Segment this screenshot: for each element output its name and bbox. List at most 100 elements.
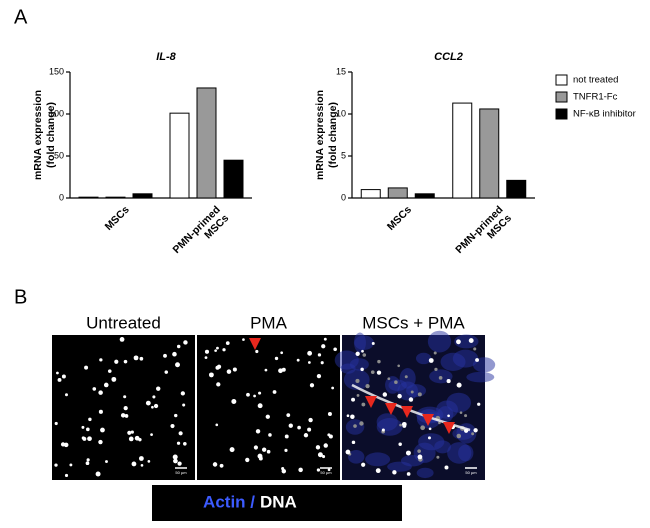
arrowhead	[365, 396, 377, 408]
micrograph: 50 µm	[52, 335, 195, 480]
y-tick-label: 50	[54, 150, 64, 160]
nucleus	[261, 447, 267, 452]
image-label: PMA	[250, 313, 288, 332]
bar	[132, 193, 153, 199]
bar	[506, 179, 527, 199]
nucleus	[147, 459, 151, 463]
nucleus	[323, 443, 328, 448]
nucleus	[105, 460, 108, 463]
nucleus	[308, 417, 313, 423]
legend-swatch	[555, 74, 568, 86]
nucleus	[398, 442, 402, 447]
legend-label: TNFR1-Fc	[573, 92, 618, 103]
nucleus	[103, 382, 109, 388]
nucleus	[307, 427, 312, 432]
cell	[388, 379, 407, 392]
nucleus	[468, 338, 474, 343]
nucleus	[215, 423, 219, 427]
nucleus	[303, 433, 309, 438]
nucleus	[204, 356, 208, 360]
legend-swatch	[555, 91, 568, 103]
nucleus	[216, 382, 221, 387]
nucleus	[434, 367, 438, 371]
nucleus	[438, 376, 443, 380]
image-bg	[52, 335, 195, 480]
nucleus	[182, 403, 186, 407]
nucleus	[296, 358, 300, 362]
nucleus	[258, 456, 263, 461]
nucleus	[172, 454, 178, 460]
nucleus	[212, 462, 218, 467]
nucleus	[475, 358, 479, 362]
nucleus	[444, 465, 449, 470]
nucleus	[317, 452, 323, 458]
bar	[78, 196, 99, 199]
nucleus	[278, 368, 283, 374]
nucleus	[173, 458, 178, 464]
micrograph: 50 µm	[334, 330, 496, 480]
y-axis-label: mRNA expression	[32, 90, 44, 180]
cell	[436, 400, 458, 419]
x-tick-label: MSCs	[102, 203, 131, 232]
nucleus	[361, 349, 364, 353]
nucleus	[99, 358, 103, 362]
cell	[365, 452, 391, 467]
arrowhead	[401, 406, 413, 418]
nucleus	[320, 361, 324, 365]
cell	[415, 352, 432, 365]
nucleus	[150, 433, 153, 436]
nucleus	[63, 442, 69, 448]
legend-label: NF-κB inhibitor	[573, 109, 636, 120]
nucleus	[284, 434, 289, 439]
x-tick-label: PMN-primedMSCs	[170, 203, 231, 264]
nucleus	[123, 406, 128, 411]
bar	[387, 187, 408, 199]
nucleus	[172, 351, 177, 357]
y-axis-label: (fold change)	[45, 102, 57, 168]
nucleus	[111, 376, 117, 382]
nucleus	[323, 337, 327, 341]
nucleus	[174, 413, 178, 418]
nucleus	[401, 421, 407, 427]
bar	[414, 193, 435, 199]
nucleus	[140, 464, 144, 467]
nucleus	[355, 351, 360, 356]
image-label: Untreated	[86, 313, 161, 332]
bar	[223, 159, 244, 199]
arrowhead	[385, 403, 397, 415]
nucleus	[288, 423, 293, 428]
nucleus	[309, 383, 315, 388]
nucleus	[123, 395, 127, 399]
nucleus	[153, 403, 159, 409]
nucleus	[245, 457, 250, 463]
nucleus	[151, 405, 154, 409]
nucleus	[183, 441, 187, 446]
bar	[169, 112, 190, 199]
nucleus	[253, 394, 256, 398]
nucleus	[86, 427, 90, 432]
nucleus	[370, 370, 375, 374]
nucleus	[405, 450, 411, 456]
chart-title: IL-8	[156, 51, 176, 63]
nucleus	[231, 399, 237, 405]
nucleus	[225, 341, 230, 345]
nucleus	[222, 348, 226, 352]
nucleus	[298, 467, 303, 473]
nucleus	[170, 423, 175, 429]
nucleus	[315, 445, 321, 450]
y-tick-label: 150	[49, 66, 64, 76]
y-tick-label: 10	[336, 108, 346, 118]
nucleus	[428, 427, 432, 431]
nucleus	[361, 462, 366, 467]
nucleus	[331, 386, 335, 390]
nucleus	[95, 471, 101, 477]
nucleus	[139, 356, 144, 361]
y-axis-label: mRNA expression	[314, 90, 326, 180]
legend-swatch	[555, 108, 568, 120]
nucleus	[131, 461, 137, 467]
nucleus	[204, 349, 210, 354]
nucleus	[176, 441, 181, 445]
nucleus	[145, 400, 151, 406]
nucleus	[321, 344, 326, 349]
y-tick-label: 100	[49, 108, 64, 118]
